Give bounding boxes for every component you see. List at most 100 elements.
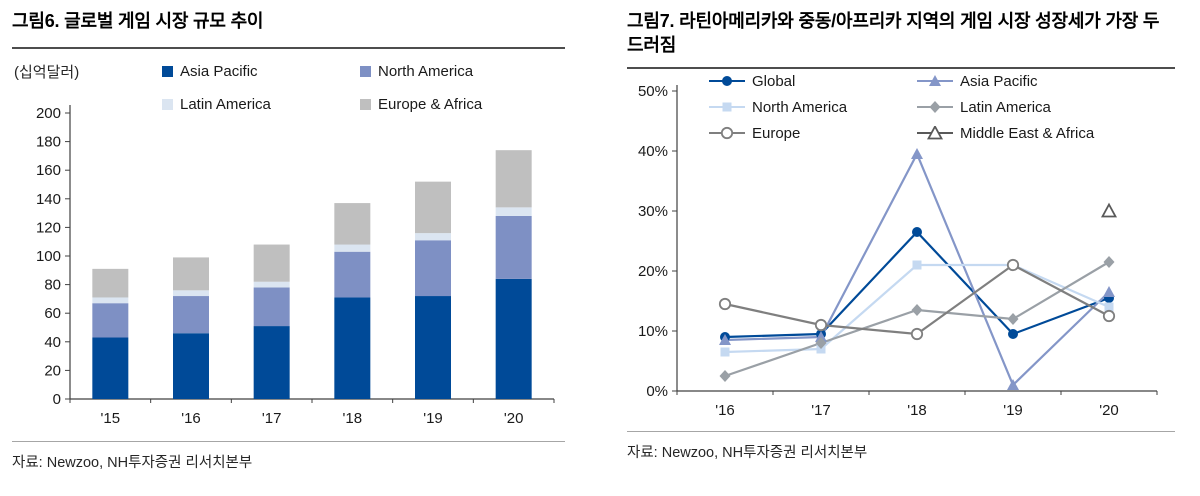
line-europe	[724, 263, 1110, 335]
triangle-filled-marker-icon	[1007, 378, 1019, 390]
figure6-chart-area: 0 20 40 60 80 100 120 140 160 180 200 '15 '16 '17 '18 '…	[12, 51, 565, 441]
bar-segment-asia-pacific-18	[334, 297, 371, 399]
x-tick-label: '17	[262, 410, 282, 427]
bar-segment-europe-africa-19	[415, 181, 451, 233]
bar-segment-asia-pacific-20	[495, 278, 532, 399]
y-tick-label: 50%	[638, 83, 668, 100]
x-tick-label: '20	[1099, 402, 1119, 419]
figure7-legend: Global Asia Pacific North America Latin Ame…	[709, 73, 1094, 142]
triangle-filled-marker-icon	[815, 330, 827, 342]
x-tick-label: '17	[811, 402, 831, 419]
bar-segment-latin-america-19	[415, 232, 451, 241]
x-tick-label: '16	[715, 402, 735, 419]
legend-label: Asia Pacific	[180, 62, 258, 80]
bar-segment-north-america-15	[92, 302, 129, 338]
square-filled-marker-icon	[722, 102, 732, 112]
figure7-source-rule	[627, 430, 1175, 432]
figure6-source: 자료: Newzoo, NH투자증권 리서치본부	[12, 454, 253, 471]
figure6-axes	[65, 104, 555, 403]
bar-segment-europe-africa-15	[92, 268, 129, 298]
square-filled-marker-icon	[912, 260, 922, 269]
figure7-title-rule	[627, 66, 1175, 69]
bar-segment-asia-pacific-19	[415, 295, 451, 399]
circle-filled-marker-icon	[722, 76, 732, 86]
bar-segment-europe-africa-20	[495, 149, 532, 208]
bar-segment-latin-america-18	[334, 244, 371, 252]
bar-segment-north-america-20	[495, 215, 532, 279]
legend-item-north-america: North America	[709, 99, 917, 116]
y-tick-label: 160	[36, 162, 61, 179]
asia-pacific-swatch-icon	[162, 65, 173, 77]
x-tick-label: '19	[423, 410, 443, 427]
circle-open-marker-icon	[814, 318, 828, 331]
latin-america-line-marker-icon	[917, 101, 953, 113]
y-tick-label: 0	[53, 391, 61, 408]
bar-segment-latin-america-15	[92, 297, 129, 303]
legend-item-latin-america: Latin America	[917, 99, 1094, 116]
circle-open-marker-icon	[720, 126, 734, 140]
y-tick-label: 10%	[638, 323, 668, 340]
y-tick-label: 60	[44, 305, 61, 322]
circle-filled-marker-icon	[1008, 328, 1018, 339]
bar-segment-north-america-17	[253, 287, 290, 326]
figure6-stacked-bar-plot: 0 20 40 60 80 100 120 140 160 180 200 '15 '16 '17 '18 '…	[36, 104, 555, 427]
bar-segment-asia-pacific-15	[92, 337, 129, 399]
figure7-source: 자료: Newzoo, NH투자증권 리서치본부	[627, 444, 868, 461]
europe-line-marker-icon	[709, 126, 745, 140]
triangle-filled-marker-icon	[719, 333, 731, 345]
x-tick-label: '19	[1003, 402, 1023, 419]
y-tick-label: 120	[36, 219, 61, 236]
y-tick-label: 80	[44, 276, 61, 293]
bar-segment-asia-pacific-16	[173, 332, 209, 399]
legend-item-global: Global	[709, 73, 917, 90]
legend-label: North America	[378, 62, 474, 80]
bar-segment-north-america-18	[334, 251, 371, 298]
y-tick-label: 20%	[638, 263, 668, 280]
diamond-filled-marker-icon	[719, 369, 731, 382]
figure6-unit-label: (십억달러)	[14, 63, 80, 81]
square-filled-marker-icon	[720, 347, 730, 356]
x-tick-label: '18	[907, 402, 927, 419]
square-filled-marker-icon	[1104, 302, 1114, 311]
legend-label: Europe	[752, 124, 801, 142]
diamond-filled-marker-icon	[1007, 312, 1019, 325]
triangle-filled-marker-icon	[1103, 285, 1115, 297]
figure6-bars	[92, 149, 532, 399]
legend-label: Latin America	[960, 98, 1051, 116]
figure6-source-rule	[12, 440, 565, 442]
figure6-title: 그림6. 글로벌 게임 시장 규모 추이	[12, 11, 264, 31]
x-tick-label: '20	[504, 410, 524, 427]
figure6-panel: 그림6. 글로벌 게임 시장 규모 추이 0 20 40 60 80 100 120 140 1…	[12, 10, 565, 472]
latin-america-swatch-icon	[162, 98, 173, 110]
legend-label: North America	[752, 98, 848, 116]
bar-segment-europe-africa-16	[173, 257, 209, 291]
bar-segment-latin-america-16	[173, 290, 209, 296]
y-tick-label: 0%	[646, 383, 668, 400]
bar-segment-north-america-16	[173, 295, 209, 333]
bar-segment-europe-africa-17	[253, 244, 290, 282]
figure7-axes	[672, 84, 1158, 395]
legend-item-europe-africa: Europe & Africa	[360, 96, 482, 113]
x-tick-label: '15	[101, 410, 121, 427]
figure7-panel: 그림7. 라틴아메리카와 중동/아프리카 지역의 게임 시장 성장세가 가장 두…	[627, 10, 1175, 462]
figure7-line-plot: 0% 10% 20% 30% 40% 50% '16 '17 '18 '19 '20	[638, 83, 1158, 419]
circle-open-marker-icon	[1006, 258, 1020, 271]
legend-item-asia-pacific: Asia Pacific	[917, 73, 1094, 90]
diamond-filled-marker-icon	[911, 303, 923, 316]
legend-item-europe: Europe	[709, 125, 917, 142]
triangle-filled-marker-icon	[929, 75, 941, 86]
y-tick-label: 200	[36, 105, 61, 122]
x-tick-label: '16	[181, 410, 201, 427]
legend-item-latin-america: Latin America	[162, 96, 360, 113]
y-tick-label: 20	[44, 362, 61, 379]
europe-africa-swatch-icon	[360, 98, 371, 110]
bar-segment-asia-pacific-17	[253, 325, 290, 399]
legend-label: Europe & Africa	[378, 95, 483, 113]
global-line-marker-icon	[709, 76, 745, 86]
circle-open-marker-icon	[718, 297, 732, 310]
legend-label: Middle East & Africa	[960, 124, 1095, 142]
middle-east-africa-line-marker-icon	[917, 126, 953, 140]
legend-item-north-america: North America	[360, 63, 482, 80]
bar-segment-latin-america-20	[495, 207, 532, 216]
triangle-open-marker-icon	[926, 126, 944, 140]
